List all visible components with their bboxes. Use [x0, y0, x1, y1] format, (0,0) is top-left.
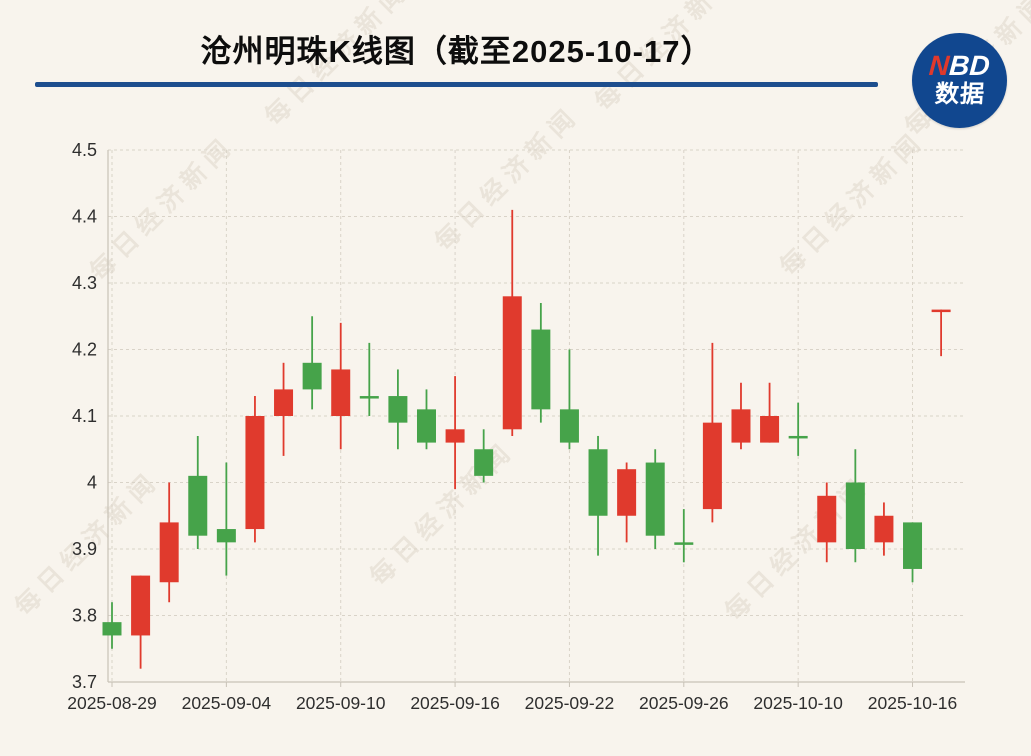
x-axis-label: 2025-09-04: [182, 693, 272, 713]
x-axis-label: 2025-09-10: [296, 693, 386, 713]
candle-body: [274, 389, 294, 416]
candle-body: [702, 422, 722, 510]
candle-body: [502, 296, 522, 430]
candle-body: [845, 482, 865, 549]
x-axis-label: 2025-08-29: [67, 693, 157, 713]
title-underline: [35, 82, 878, 87]
y-axis-label: 4.2: [72, 340, 97, 360]
candle-body: [331, 369, 351, 416]
candle-body: [416, 409, 436, 443]
page-title: 沧州明珠K线图（截至2025-10-17）: [200, 34, 713, 69]
x-axis-label: 2025-09-26: [639, 693, 729, 713]
y-axis-label: 4.4: [72, 207, 97, 227]
candle-body: [788, 435, 808, 439]
candle-body: [159, 522, 179, 583]
candle-body: [102, 622, 122, 636]
logo-letters-bd: BD: [948, 49, 991, 81]
y-axis-label: 3.8: [72, 606, 97, 626]
candle-body: [645, 462, 665, 536]
candle-body: [445, 429, 465, 443]
y-axis-label: 4.3: [72, 273, 97, 293]
candle-body: [874, 515, 894, 543]
candle-body: [731, 409, 751, 443]
candle-body: [931, 309, 951, 313]
candle-body: [245, 416, 265, 530]
logo-nbd-text: NBD: [928, 49, 991, 81]
candle-body: [903, 522, 923, 569]
logo-letter-n: N: [928, 49, 951, 81]
logo-subtitle: 数据: [933, 80, 986, 108]
y-axis-label: 4: [87, 473, 97, 493]
candle-body: [760, 416, 780, 443]
nbd-logo: NBD 数据: [912, 33, 1007, 128]
y-axis-label: 4.1: [72, 406, 97, 426]
candle-body: [617, 469, 637, 516]
candle-body: [302, 362, 322, 390]
candle-body: [216, 529, 236, 543]
candle-body: [674, 542, 694, 545]
candle-body: [188, 475, 208, 536]
candle-body: [388, 396, 408, 423]
x-axis-label: 2025-10-10: [753, 693, 843, 713]
x-axis-label: 2025-09-22: [525, 693, 615, 713]
candle-body: [817, 495, 837, 543]
x-axis-label: 2025-10-16: [868, 693, 958, 713]
candle-body: [474, 449, 494, 476]
candle-body: [559, 409, 579, 443]
candle-body: [531, 329, 551, 410]
header: 沧州明珠K线图（截至2025-10-17） NBD 数据: [0, 0, 1031, 140]
y-axis-label: 3.7: [72, 672, 97, 692]
y-axis-label: 3.9: [72, 539, 97, 559]
x-axis-label: 2025-09-16: [410, 693, 500, 713]
y-axis-label: 4.5: [72, 140, 97, 160]
candle-body: [588, 449, 608, 516]
candle-body: [359, 396, 379, 399]
candle-body: [131, 575, 151, 636]
